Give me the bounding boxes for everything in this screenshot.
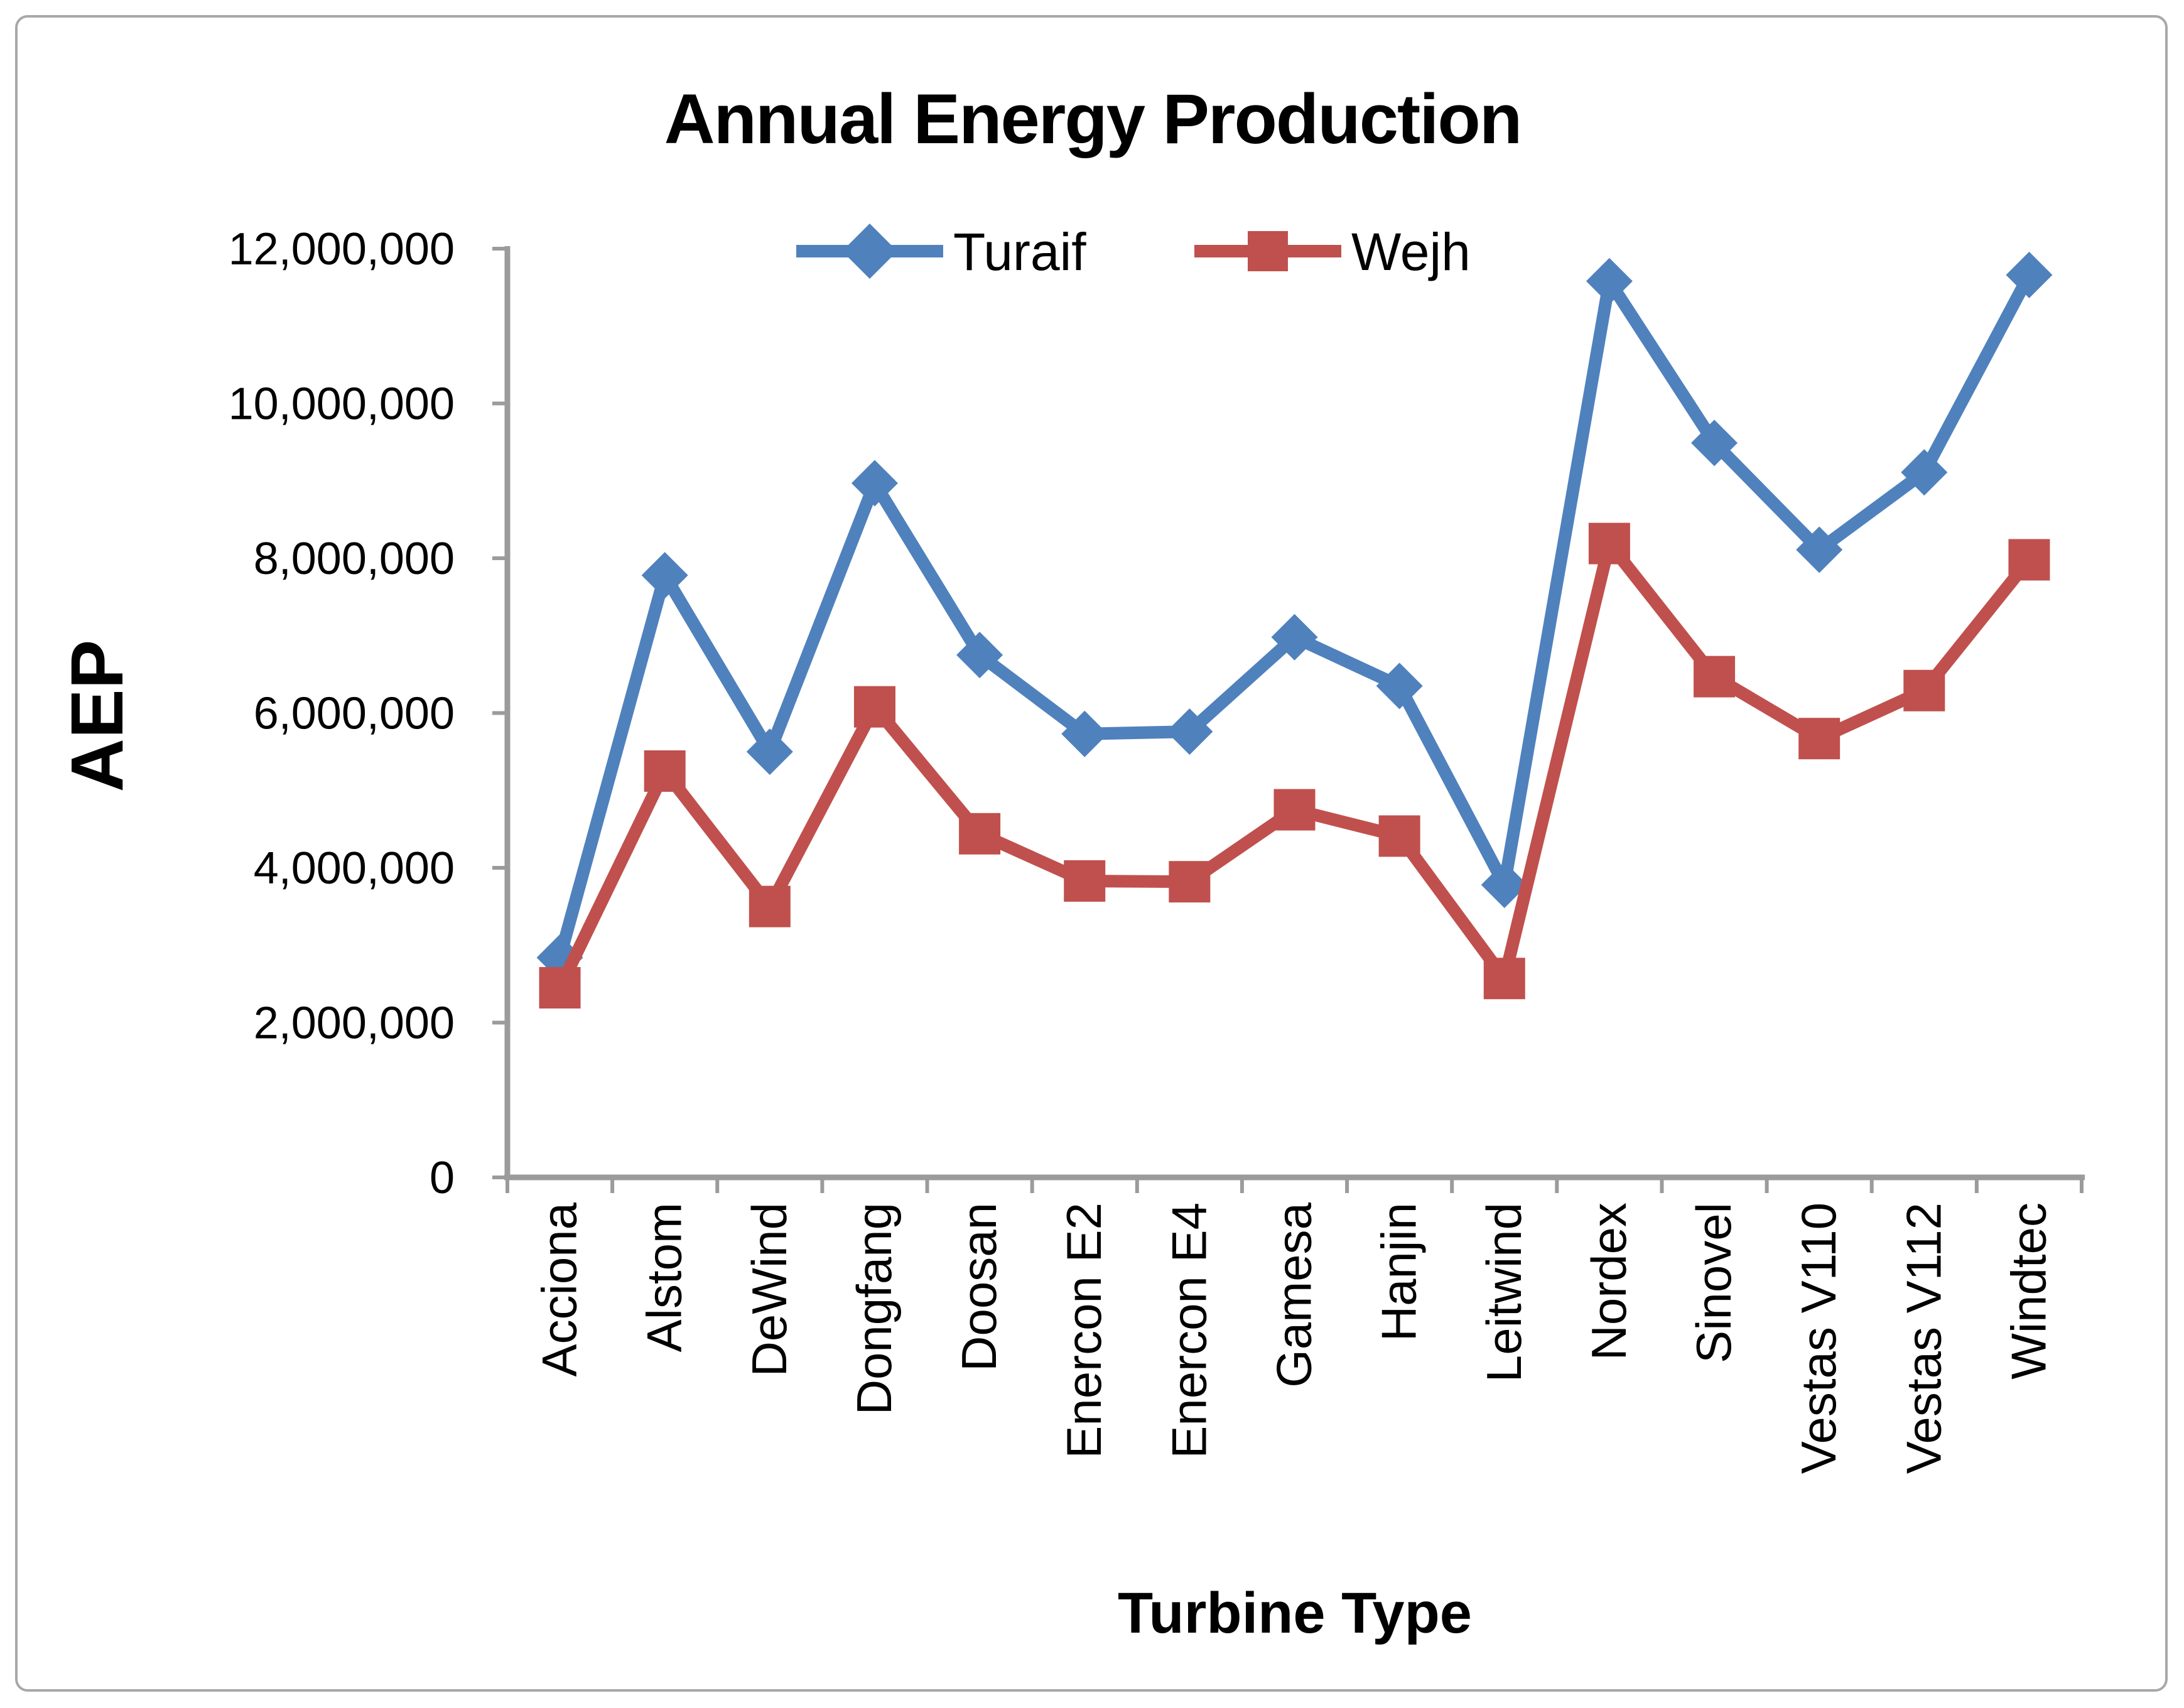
category-label: Windtec xyxy=(2001,1203,2056,1380)
marker-square xyxy=(1273,789,1316,831)
marker-square xyxy=(539,967,581,1009)
category-label: Vestas V110 xyxy=(1791,1203,1846,1474)
category-label: Leitwind xyxy=(1476,1203,1532,1382)
y-axis-title: AEP xyxy=(56,640,139,792)
legend-item-wejh: Wejh xyxy=(1194,222,1471,281)
marker-diamond xyxy=(746,728,793,776)
category-label: Dongfang xyxy=(846,1203,902,1415)
category-label: Gamesa xyxy=(1267,1202,1322,1387)
marker-diamond xyxy=(1061,710,1108,757)
marker-diamond xyxy=(1901,449,1948,496)
y-tick-label: 8,000,000 xyxy=(254,534,455,584)
marker-diamond xyxy=(2006,251,2053,298)
marker-square xyxy=(1588,522,1630,565)
category-label: Sinovel xyxy=(1686,1203,1741,1363)
plot-area: 0 2,000,000 4,000,000 6,000,000 8,000,000 10,… xyxy=(229,224,2084,1474)
category-label: Hanjin xyxy=(1371,1203,1427,1341)
x-axis-title: Turbine Type xyxy=(1118,1581,1472,1645)
y-tick-label: 6,000,000 xyxy=(254,689,455,739)
marker-diamond xyxy=(1691,419,1738,467)
marker-square xyxy=(644,750,686,792)
marker-diamond xyxy=(1586,257,1633,305)
legend-label-wejh: Wejh xyxy=(1351,222,1471,281)
marker-square xyxy=(1378,815,1420,857)
figure-border xyxy=(15,15,2168,1692)
y-tick-label: 12,000,000 xyxy=(229,224,455,274)
marker-square xyxy=(959,813,1001,855)
marker-square xyxy=(1694,656,1736,698)
category-label: Enercon E2 xyxy=(1056,1203,1111,1459)
legend: Turaif Wejh xyxy=(796,222,1471,281)
marker-square xyxy=(1064,860,1106,902)
legend-square-icon xyxy=(1248,231,1288,271)
marker-square xyxy=(749,885,791,927)
marker-square xyxy=(2008,539,2050,581)
marker-diamond xyxy=(1271,613,1318,661)
marker-square xyxy=(1903,669,1945,711)
marker-square xyxy=(1483,958,1525,1000)
category-label: Enercon E4 xyxy=(1161,1203,1216,1459)
y-tick-label: 10,000,000 xyxy=(229,379,455,430)
marker-diamond xyxy=(1796,526,1843,573)
category-label: Doosan xyxy=(951,1203,1007,1371)
category-label: Acciona xyxy=(532,1202,587,1376)
marker-diamond xyxy=(851,460,898,507)
marker-square xyxy=(853,686,895,728)
y-tick-label: 2,000,000 xyxy=(254,998,455,1049)
marker-diamond xyxy=(956,632,1003,679)
marker-square xyxy=(1798,718,1841,760)
category-label: Vestas V112 xyxy=(1896,1203,1951,1474)
marker-diamond xyxy=(641,552,688,599)
category-label: DeWind xyxy=(742,1203,797,1376)
marker-diamond xyxy=(1376,662,1423,710)
y-tick-label: 0 xyxy=(430,1153,455,1203)
category-label: Nordex xyxy=(1581,1203,1636,1360)
category-label: Alstom xyxy=(637,1203,692,1352)
legend-item-turaif: Turaif xyxy=(796,222,1086,281)
marker-diamond xyxy=(1166,708,1213,755)
marker-diamond xyxy=(1481,862,1528,909)
marker-square xyxy=(1169,861,1211,903)
y-tick-label: 4,000,000 xyxy=(254,843,455,894)
chart-title: Annual Energy Production xyxy=(664,80,1522,158)
legend-diamond-icon xyxy=(842,224,897,279)
legend-label-turaif: Turaif xyxy=(953,222,1086,281)
